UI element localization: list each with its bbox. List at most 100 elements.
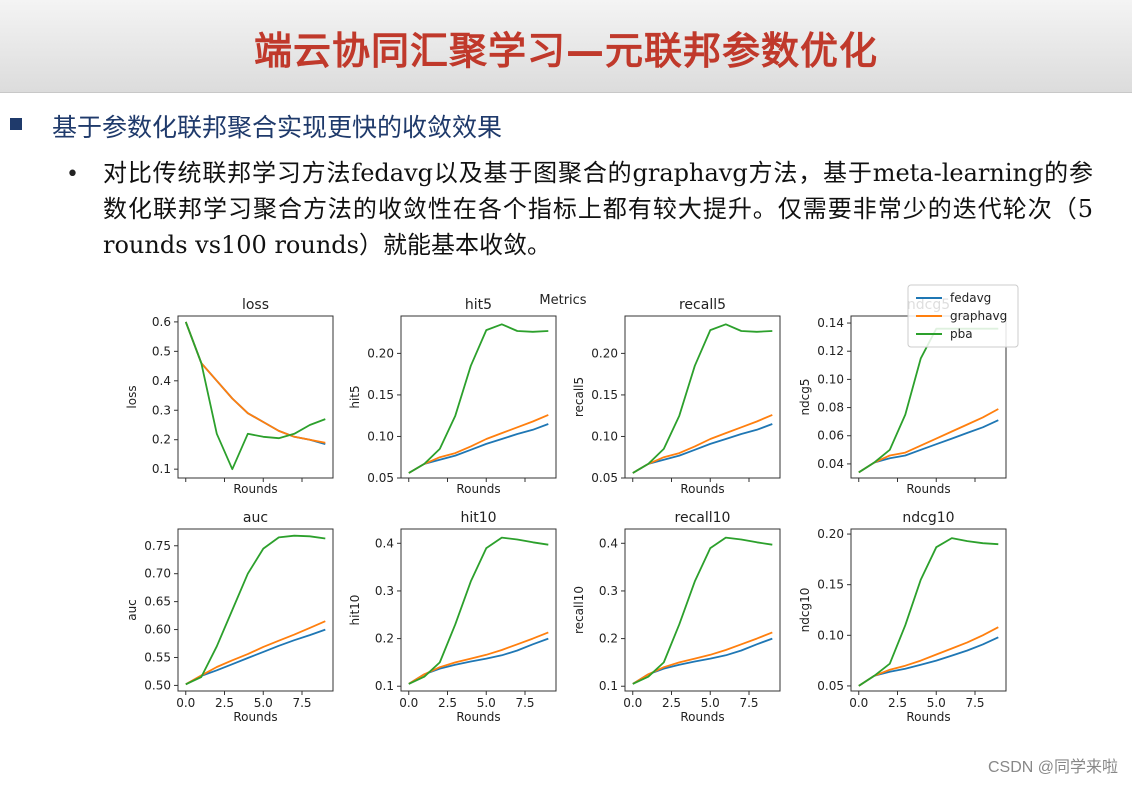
panel-title-hit10: hit10 (460, 510, 496, 526)
y-tick-label-loss: 0.6 (152, 315, 171, 329)
x-tick-label-ndcg10: 5.0 (927, 696, 946, 710)
x-tick-label-auc: 7.5 (292, 696, 311, 710)
x-axis-label-hit10: Rounds (456, 710, 500, 724)
y-tick-label-ndcg5: 0.04 (817, 457, 844, 471)
y-tick-label-ndcg10: 0.20 (817, 527, 844, 541)
y-tick-label-hit5: 0.05 (367, 471, 394, 485)
panel-title-recall5: recall5 (679, 297, 726, 313)
series-line-hit5-graphavg (408, 414, 549, 474)
y-tick-label-loss: 0.3 (152, 403, 171, 417)
y-axis-label-auc: auc (125, 599, 139, 621)
panel-frame-hit10 (400, 528, 557, 692)
x-tick-label-auc: 2.5 (215, 696, 234, 710)
y-tick-label-recall5: 0.15 (591, 388, 618, 402)
x-axis-label-recall5: Rounds (680, 482, 724, 496)
x-tick-label-hit10: 2.5 (438, 696, 457, 710)
y-tick-label-loss: 0.2 (152, 433, 171, 447)
series-line-recall5-pba (632, 323, 773, 474)
dot-bullet-icon: • (66, 162, 79, 187)
y-tick-label-hit10: 0.3 (375, 584, 394, 598)
series-line-recall5-graphavg (632, 414, 773, 474)
panel-title-hit5: hit5 (465, 297, 492, 313)
series-line-auc-graphavg (185, 620, 326, 686)
series-line-recall5-fedavg (632, 423, 773, 474)
y-tick-label-hit5: 0.20 (367, 346, 394, 360)
x-axis-label-ndcg5: Rounds (906, 482, 950, 496)
x-tick-label-auc: 0.0 (176, 696, 195, 710)
y-tick-label-ndcg5: 0.10 (817, 372, 844, 386)
x-tick-label-auc: 5.0 (254, 696, 273, 710)
y-tick-label-ndcg5: 0.08 (817, 401, 844, 415)
panel-frame-hit5 (400, 315, 557, 479)
x-axis-label-recall10: Rounds (680, 710, 724, 724)
series-line-loss-pba (184, 321, 326, 471)
panel-title-recall10: recall10 (675, 510, 731, 526)
y-tick-label-hit10: 0.1 (375, 679, 394, 693)
y-tick-label-hit5: 0.10 (367, 429, 394, 443)
x-tick-label-ndcg10: 7.5 (965, 696, 984, 710)
y-tick-label-loss: 0.5 (152, 344, 171, 358)
y-tick-label-auc: 0.55 (144, 650, 171, 664)
y-tick-label-recall10: 0.2 (599, 632, 618, 646)
y-axis-label-hit5: hit5 (348, 385, 362, 408)
y-tick-label-recall5: 0.10 (591, 429, 618, 443)
legend-label-pba: pba (950, 327, 973, 341)
x-tick-label-recall10: 7.5 (739, 696, 758, 710)
series-line-ndcg5-graphavg (858, 408, 999, 474)
y-axis-label-recall5: recall5 (572, 377, 586, 417)
panel-title-auc: auc (243, 510, 268, 526)
series-line-hit5-pba (408, 323, 549, 474)
slide-title: 端云协同汇聚学习—元联邦参数优化 (253, 29, 878, 73)
y-tick-label-recall5: 0.05 (591, 471, 618, 485)
y-tick-label-ndcg5: 0.12 (817, 344, 844, 358)
series-line-hit5-fedavg (408, 423, 549, 474)
x-axis-label-loss: Rounds (233, 482, 277, 496)
y-tick-label-hit5: 0.15 (367, 388, 394, 402)
y-tick-label-recall10: 0.3 (599, 584, 618, 598)
y-tick-label-ndcg5: 0.06 (817, 429, 844, 443)
y-tick-label-auc: 0.70 (144, 567, 171, 581)
square-bullet-icon (10, 118, 22, 130)
panel-title-loss: loss (242, 297, 269, 313)
section-heading: 基于参数化联邦聚合实现更快的收敛效果 (52, 113, 503, 142)
x-tick-label-recall10: 5.0 (701, 696, 720, 710)
y-tick-label-loss: 0.1 (152, 462, 171, 476)
y-tick-label-ndcg10: 0.05 (817, 679, 844, 693)
y-tick-label-auc: 0.65 (144, 595, 171, 609)
y-axis-label-recall10: recall10 (572, 586, 586, 634)
series-line-recall10-pba (632, 536, 773, 685)
y-tick-label-hit10: 0.4 (375, 536, 394, 550)
y-tick-label-auc: 0.75 (144, 539, 171, 553)
x-axis-label-ndcg10: Rounds (906, 710, 950, 724)
legend-label-graphavg: graphavg (950, 309, 1007, 323)
panel-frame-auc (177, 528, 334, 692)
description-paragraph: 对比传统联邦学习方法fedavg以及基于图聚合的graphavg方法，基于met… (103, 159, 1093, 259)
panel-title-ndcg10: ndcg10 (902, 510, 954, 526)
slide-title-bar: 端云协同汇聚学习—元联邦参数优化 (0, 0, 1132, 93)
y-tick-label-hit10: 0.2 (375, 632, 394, 646)
y-tick-label-auc: 0.60 (144, 623, 171, 637)
y-axis-label-hit10: hit10 (348, 595, 362, 626)
series-line-loss-graphavg (184, 321, 326, 444)
y-tick-label-ndcg10: 0.15 (817, 578, 844, 592)
x-tick-label-hit10: 0.0 (399, 696, 418, 710)
series-line-hit10-pba (408, 536, 549, 685)
panel-frame-ndcg10 (850, 528, 1007, 692)
series-line-ndcg5-fedavg (858, 419, 999, 474)
x-axis-label-hit5: Rounds (456, 482, 500, 496)
y-tick-label-recall10: 0.1 (599, 679, 618, 693)
x-tick-label-ndcg10: 2.5 (888, 696, 907, 710)
figure-title: Metrics (539, 293, 586, 308)
panel-frame-loss (177, 315, 334, 479)
panel-frame-recall5 (624, 315, 781, 479)
legend-label-fedavg: fedavg (950, 291, 991, 305)
x-tick-label-recall10: 0.0 (623, 696, 642, 710)
watermark: CSDN @同学来啦 (987, 759, 1118, 776)
x-tick-label-recall10: 2.5 (662, 696, 681, 710)
legend-box (907, 284, 1019, 348)
y-tick-label-recall5: 0.20 (591, 346, 618, 360)
panel-frame-recall10 (624, 528, 781, 692)
series-line-ndcg10-fedavg (858, 636, 999, 687)
y-tick-label-recall10: 0.4 (599, 536, 618, 550)
series-line-auc-pba (185, 534, 326, 686)
